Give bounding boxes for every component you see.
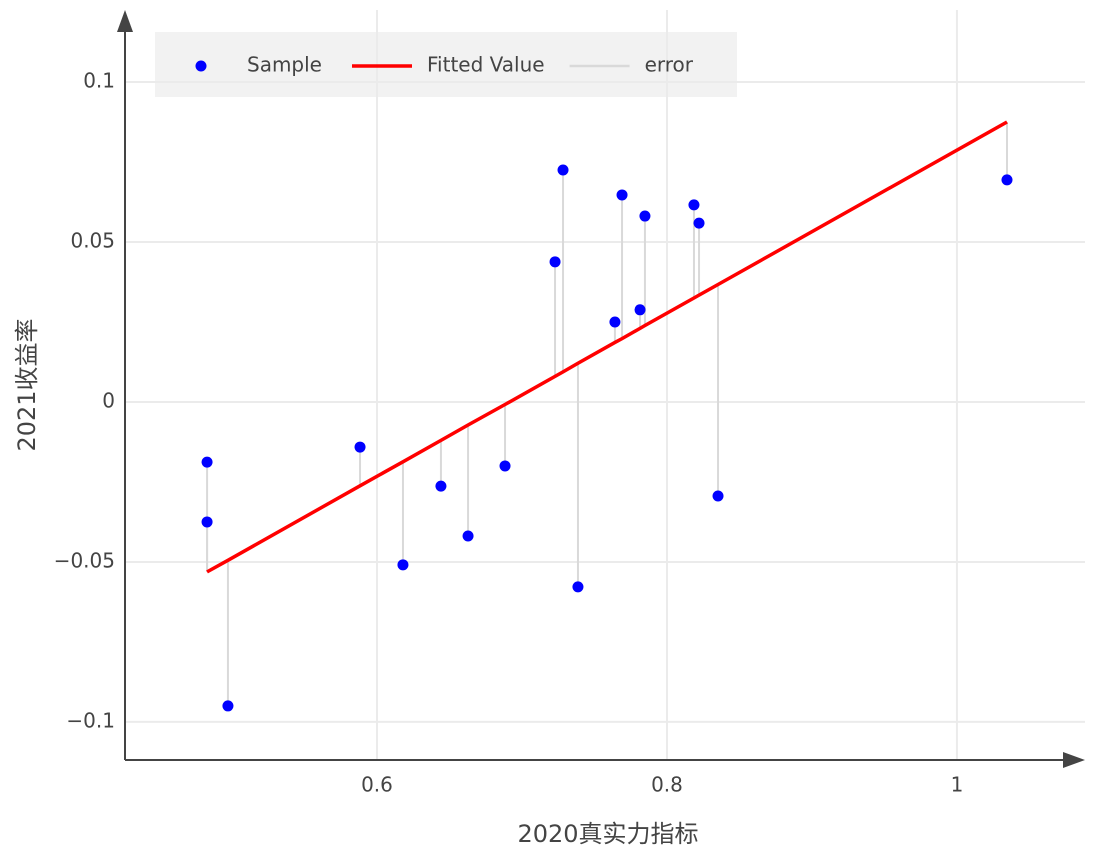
- x-axis-title: 2020真实力指标: [517, 820, 698, 848]
- y-tick-label: 0.1: [83, 68, 115, 92]
- y-tick-label: −0.1: [66, 708, 115, 732]
- sample-point: [462, 530, 474, 542]
- y-tick-label: 0.05: [70, 228, 115, 252]
- sample-point: [616, 189, 628, 201]
- legend-marker: [195, 60, 207, 72]
- legend-label: error: [645, 53, 694, 77]
- sample-point: [609, 316, 621, 328]
- x-tick-label: 1: [951, 773, 964, 797]
- sample-point: [201, 456, 213, 468]
- sample-point: [549, 256, 561, 268]
- y-axis-arrow: [117, 10, 133, 32]
- y-tick-label: −0.05: [54, 548, 115, 572]
- sample-point: [354, 441, 366, 453]
- x-tick-label: 0.6: [361, 773, 393, 797]
- sample-point: [693, 217, 705, 229]
- x-axis-arrow: [1063, 752, 1085, 768]
- sample-point: [712, 490, 724, 502]
- legend-label: Fitted Value: [427, 53, 545, 77]
- y-tick-label: 0: [102, 388, 115, 412]
- sample-point: [557, 164, 569, 176]
- sample-point: [201, 516, 213, 528]
- x-tick-label: 0.8: [651, 773, 683, 797]
- fitted-line: [206, 120, 1008, 574]
- sample-point: [1001, 174, 1013, 186]
- legend-label: Sample: [247, 53, 322, 77]
- sample-point: [688, 199, 700, 211]
- y-axis-title: 2021收益率: [13, 318, 41, 451]
- sample-point: [397, 559, 409, 571]
- legend-box: [155, 32, 737, 97]
- sample-point: [634, 304, 646, 316]
- sample-point: [222, 700, 234, 712]
- sample-point: [435, 480, 447, 492]
- sample-point: [639, 210, 651, 222]
- sample-point: [572, 581, 584, 593]
- sample-point: [499, 460, 511, 472]
